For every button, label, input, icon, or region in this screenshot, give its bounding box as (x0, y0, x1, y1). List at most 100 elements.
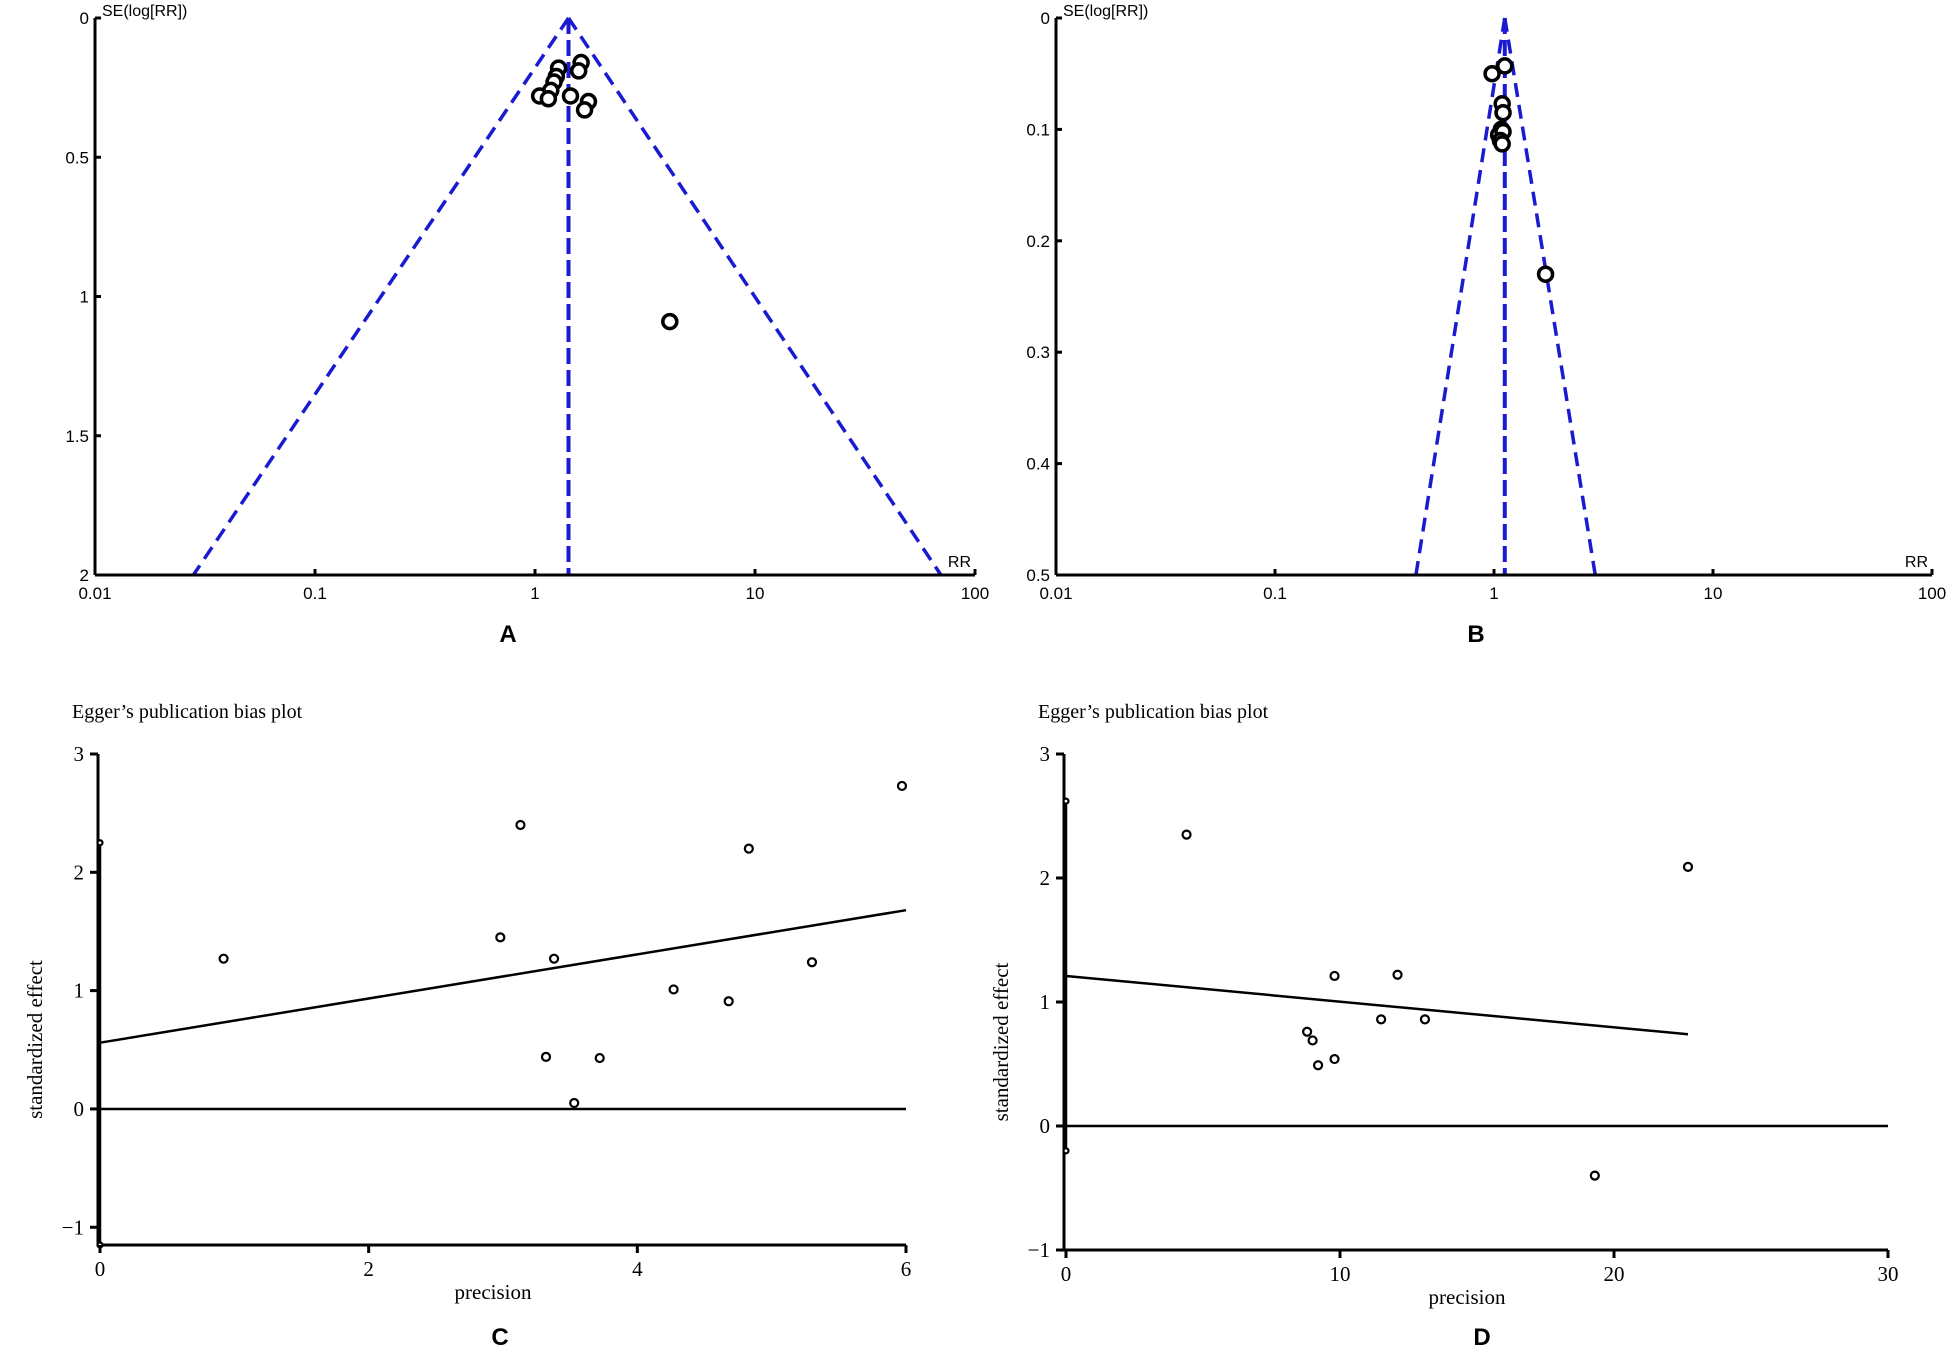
y-tick-label: 1 (1040, 990, 1051, 1014)
study-point (1536, 265, 1555, 283)
y-tick-label: 0.5 (65, 148, 89, 167)
y-tick-label: 0.3 (1026, 343, 1050, 362)
y-tick-label: 0 (1040, 1114, 1051, 1138)
x-tick-label: 0.1 (1263, 584, 1287, 603)
funnel-plot-a: 0.01 0.1 1 10 100 0 0.5 1 1.5 2 SE(log[RR]) RR A (65, 3, 989, 648)
funnel-left-boundary (1414, 17, 1507, 576)
x-tick-label: 4 (632, 1257, 643, 1281)
study-point (1302, 1026, 1313, 1037)
y-tick-label: 3 (74, 742, 85, 766)
y-tick-label: 0 (74, 1097, 85, 1121)
x-tick-label: 30 (1878, 1262, 1899, 1286)
panel-label: B (1467, 621, 1484, 648)
y-tick-label: 0.2 (1026, 232, 1050, 251)
ci-lower-marker (1062, 1147, 1070, 1155)
y-axis-title: SE(log[RR]) (102, 3, 187, 20)
study-point (896, 780, 908, 792)
y-tick-label: 2 (80, 566, 89, 585)
x-tick-label: 1 (1489, 584, 1498, 603)
study-point (1312, 1060, 1324, 1071)
study-point (1181, 829, 1192, 840)
y-tick-label: −1 (1028, 1238, 1050, 1262)
egger-plot-d: Egger’s publication bias plot 0 10 20 30 −1 0 1… (989, 701, 1899, 1351)
y-axis-title: standardized effect (23, 960, 47, 1119)
ci-upper-marker (96, 839, 104, 847)
y-tick-label: 0 (1041, 9, 1050, 28)
panel-title: Egger’s publication bias plot (72, 701, 303, 723)
study-point (1589, 1170, 1600, 1181)
study-point (1682, 861, 1694, 872)
x-tick-label: 0 (95, 1257, 106, 1281)
funnel-left-boundary (191, 17, 570, 576)
study-point (1493, 135, 1511, 153)
regression-line (1065, 974, 1689, 1036)
study-point (495, 932, 506, 943)
study-point (515, 819, 526, 831)
study-point (561, 87, 580, 105)
x-axis-title: precision (455, 1280, 532, 1304)
study-point (575, 101, 594, 119)
study-point (1483, 64, 1501, 83)
study-point (569, 62, 588, 80)
study-point (1307, 1035, 1318, 1046)
x-tick-label: 10 (1704, 584, 1723, 603)
x-tick-label: 10 (746, 584, 765, 603)
y-tick-label: 0 (80, 9, 89, 28)
y-tick-label: 2 (1040, 866, 1051, 890)
funnel-right-boundary (567, 17, 943, 576)
study-point (218, 953, 229, 964)
study-point (548, 953, 560, 964)
y-tick-label: 0.1 (1026, 120, 1050, 139)
y-tick-label: 0.4 (1026, 455, 1050, 474)
panel-label: A (499, 621, 516, 648)
egger-plot-c: Egger’s publication bias plot 0 2 4 6 −1 0 1 2 3 p… (23, 701, 911, 1351)
ci-upper-marker (1062, 797, 1070, 805)
y-tick-label: −1 (62, 1215, 84, 1239)
regression-line (99, 908, 907, 1044)
x-tick-label: 100 (1918, 584, 1946, 603)
y-tick-label: 1.5 (65, 427, 89, 446)
x-tick-label: 0.01 (78, 584, 111, 603)
y-tick-label: 1 (80, 288, 89, 307)
panel-label: C (491, 1324, 508, 1351)
x-tick-label: 0.01 (1039, 584, 1072, 603)
study-point (1494, 103, 1512, 122)
study-point (668, 984, 679, 995)
study-point (1419, 1014, 1431, 1025)
x-axis-title: RR (948, 554, 971, 571)
study-point (661, 312, 679, 331)
y-tick-label: 3 (1040, 742, 1051, 766)
study-point (1329, 970, 1340, 982)
panel-title: Egger’s publication bias plot (1038, 701, 1269, 723)
y-tick-label: 1 (74, 979, 85, 1003)
x-tick-label: 1 (530, 584, 539, 603)
x-tick-label: 6 (901, 1257, 912, 1281)
study-point (1329, 1053, 1340, 1065)
funnel-plot-b: 0.01 0.1 1 10 100 0 0.1 0.2 0.3 0.4 0.5 SE(log[RR])… (1026, 3, 1946, 648)
study-point (723, 996, 734, 1007)
study-point (1375, 1014, 1387, 1025)
x-tick-label: 20 (1604, 1262, 1625, 1286)
y-tick-label: 2 (74, 860, 85, 884)
y-axis-title: SE(log[RR]) (1063, 3, 1148, 20)
funnel-right-boundary (1503, 17, 1597, 576)
x-axis-title: RR (1905, 554, 1928, 571)
study-point (1392, 969, 1403, 980)
study-point (594, 1052, 605, 1064)
study-point (540, 1051, 552, 1062)
y-tick-label: 0.5 (1026, 566, 1050, 585)
x-tick-label: 2 (363, 1257, 374, 1281)
x-tick-label: 10 (1330, 1262, 1351, 1286)
study-point (743, 843, 754, 854)
y-axis-title: standardized effect (989, 962, 1013, 1121)
x-tick-label: 0.1 (303, 584, 327, 603)
study-point (539, 90, 558, 108)
study-point (569, 1097, 580, 1109)
study-point (1496, 57, 1514, 75)
study-point (806, 957, 818, 968)
x-axis-title: precision (1429, 1285, 1506, 1309)
x-tick-label: 0 (1061, 1262, 1072, 1286)
x-tick-label: 100 (961, 584, 989, 603)
panel-label: D (1473, 1324, 1490, 1351)
